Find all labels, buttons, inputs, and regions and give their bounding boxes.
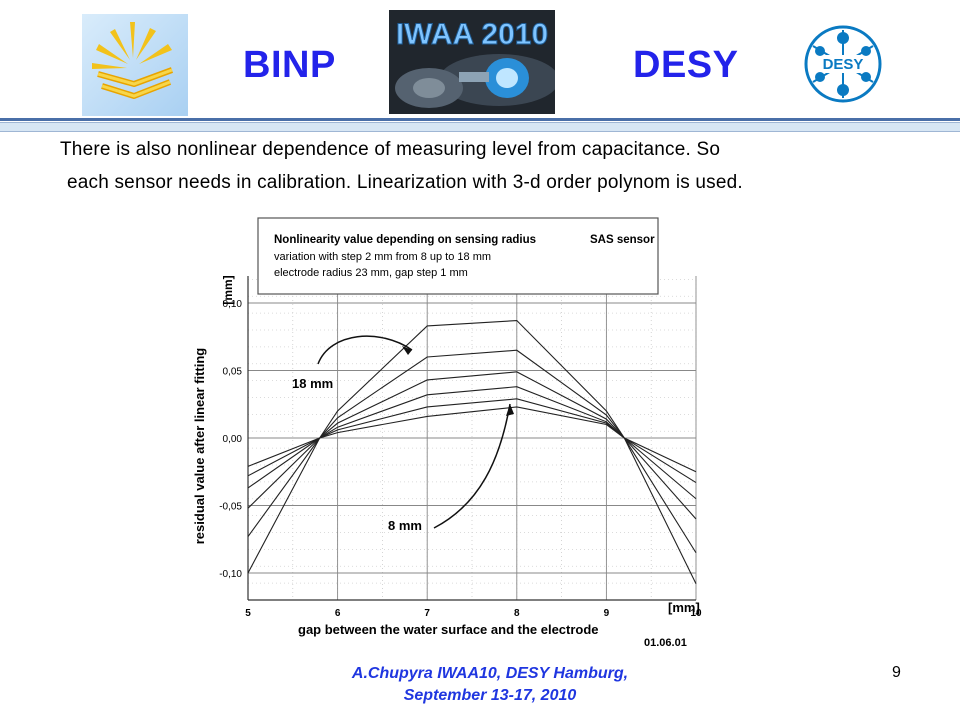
binp-sunburst-icon: [92, 22, 174, 99]
slide-footer: A.Chupyra IWAA10, DESY Hamburg, Septembe…: [290, 663, 690, 707]
nonlinearity-chart: 5 6 7 8 9 10 0,10 0,05 0,00 -0,05 -0,10 Nonlineari…: [180, 210, 720, 650]
iwaa-2010-logo: IWAA 2010: [389, 10, 555, 114]
legend-line-3: electrode radius 23 mm, gap step 1 mm: [274, 267, 468, 279]
annotation-18mm: 18 mm: [292, 376, 333, 391]
iwaa-logo-text: IWAA 2010: [396, 18, 548, 51]
body-text-line-2: each sensor needs in calibration. Linear…: [67, 172, 743, 193]
x-tick-label: 7: [424, 608, 430, 619]
legend-title: Nonlinearity value depending on sensing …: [274, 234, 536, 246]
desy-heading: DESY: [633, 44, 739, 86]
header-rule: [0, 118, 960, 121]
x-tick-label: 10: [690, 608, 702, 619]
y-tick-label: -0,05: [219, 502, 242, 513]
y-tick-label: 0,00: [223, 434, 243, 445]
y-unit-label: [mm]: [221, 275, 235, 304]
annotation-arrowhead-8mm: [506, 404, 514, 416]
annotation-arrow-8mm: [433, 403, 511, 529]
legend-box: [257, 217, 659, 295]
y-axis-title: residual value after linear fitting: [192, 348, 207, 545]
desy-emblem-icon: DESY: [804, 25, 882, 103]
y-tick-label: 0,05: [223, 367, 243, 378]
annotation-arrow-18mm: [317, 335, 413, 365]
annotation-8mm: 8 mm: [388, 518, 422, 533]
iwaa-machine-graphic: IWAA 2010: [389, 10, 555, 114]
x-tick-label: 8: [514, 608, 520, 619]
legend-line-2: variation with step 2 mm from 8 up to 18…: [274, 251, 491, 263]
chart-axes: [247, 276, 696, 601]
chart-svg: 5 6 7 8 9 10 0,10 0,05 0,00 -0,05 -0,10 Nonlineari…: [180, 210, 720, 650]
binp-logo: [82, 14, 188, 116]
body-text-line-1: There is also nonlinear dependence of me…: [60, 139, 721, 160]
y-tick-label: -0,10: [219, 569, 242, 580]
annotation-arrowhead-18mm: [402, 346, 412, 355]
x-tick-label: 6: [335, 608, 341, 619]
y-tick-label: 0,10: [223, 299, 243, 310]
desy-logo: DESY: [803, 24, 883, 104]
page-number: 9: [892, 664, 901, 681]
legend-sensor: SAS sensor: [590, 234, 655, 246]
x-tick-label: 5: [245, 608, 251, 619]
header-band: [0, 122, 960, 132]
x-tick-label: 9: [604, 608, 610, 619]
series-line-6: [247, 406, 697, 473]
chart-ticks: 5 6 7 8 9 10 0,10 0,05 0,00 -0,05 -0,10: [219, 299, 702, 619]
binp-heading: BINP: [243, 44, 336, 86]
footer-line-2: September 13-17, 2010: [403, 687, 577, 704]
x-unit-label: [mm]: [668, 600, 700, 615]
chart-series-group: [247, 319, 697, 585]
date-stamp: 01.06.01: [644, 637, 687, 649]
footer-line-1: A.Chupyra IWAA10, DESY Hamburg,: [351, 665, 629, 682]
desy-logo-text: DESY: [823, 56, 864, 73]
x-axis-title: gap between the water surface and the el…: [298, 622, 599, 637]
